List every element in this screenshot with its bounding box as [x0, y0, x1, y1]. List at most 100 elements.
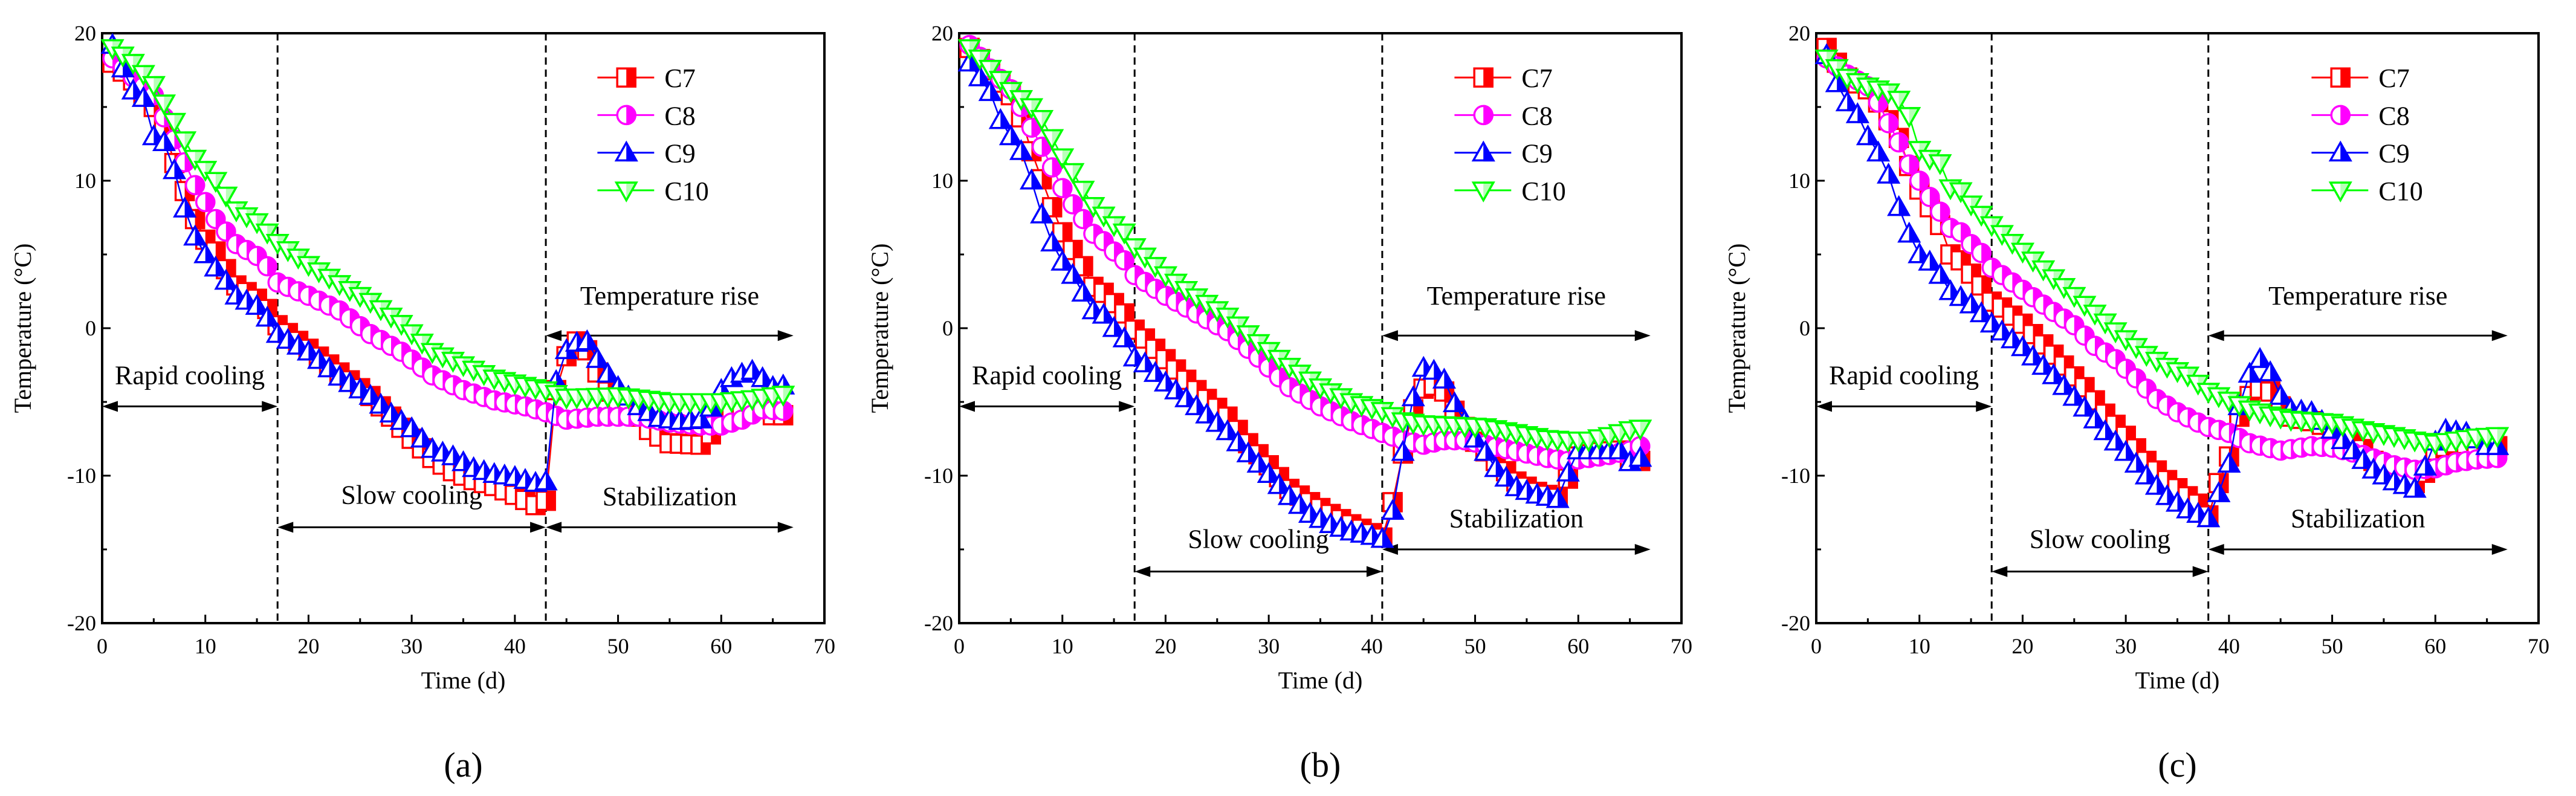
data-point-C9 [1868, 143, 1888, 160]
data-point-C8 [258, 257, 276, 276]
arrowhead-left [1382, 544, 1398, 555]
x-tick-label: 0 [954, 634, 965, 658]
label-rapid-cooling: Rapid cooling [1829, 361, 1979, 390]
x-tick-label: 20 [1154, 634, 1176, 658]
arrow-stabilization [1382, 544, 1651, 555]
x-tick-label: 60 [1567, 634, 1589, 658]
y-tick-label: -20 [67, 611, 96, 635]
series-C9 [960, 53, 1651, 546]
arrowhead-right [777, 522, 794, 533]
y-axis-label: Temperature (°C) [866, 244, 893, 413]
arrowhead-left [1134, 566, 1151, 577]
chart-panel-c: 0 10 20 30 40 50 60 70 20 10 0 -10 -20 Time (d) Temper… [1723, 21, 2549, 785]
data-point-C9 [1889, 197, 1909, 215]
x-tick-label: 50 [1464, 634, 1486, 658]
legend-item-C8: C8 [1454, 101, 1553, 131]
legend-item-C10: C10 [597, 176, 709, 206]
x-tick-label: 10 [195, 634, 216, 658]
legend-marker [2331, 68, 2349, 86]
x-tick-label: 30 [1258, 634, 1280, 658]
y-tick-label: -20 [924, 611, 953, 635]
series-C9 [1817, 45, 2508, 526]
y-tick-label: 0 [942, 316, 953, 340]
arrowhead-left [1992, 566, 2008, 577]
y-tick-label: 20 [931, 21, 953, 45]
legend-item-C8: C8 [2311, 101, 2410, 131]
x-tick-label: 20 [297, 634, 319, 658]
x-tick-label: 40 [1361, 634, 1383, 658]
legend-item-C7: C7 [1454, 63, 1553, 93]
x-tick-label: 10 [1052, 634, 1073, 658]
y-tick-label: -10 [67, 464, 96, 488]
panel-caption: (c) [2158, 745, 2196, 785]
legend-label: C10 [1521, 176, 1565, 206]
data-point-C8 [196, 193, 215, 211]
data-point-C9 [1858, 126, 1878, 144]
x-tick-label: 30 [2115, 634, 2137, 658]
label-stabilization: Stabilization [1449, 503, 1584, 533]
arrowhead-right [1119, 401, 1135, 412]
x-tick-label: 40 [2218, 634, 2240, 658]
legend-marker [617, 68, 635, 86]
arrowhead-right [2491, 544, 2508, 555]
label-rapid-cooling: Rapid cooling [972, 361, 1122, 390]
panel-caption: (b) [1300, 745, 1341, 785]
y-tick-label: -10 [924, 464, 953, 488]
arrowhead-right [1366, 566, 1382, 577]
data-point-C8 [1890, 134, 1908, 152]
y-tick-label: 0 [85, 316, 96, 340]
x-tick-label: 60 [710, 634, 732, 658]
x-tick-label: 0 [97, 634, 108, 658]
x-tick-label: 60 [2424, 634, 2446, 658]
arrow-stabilization [546, 522, 794, 533]
legend-marker [1474, 183, 1493, 200]
data-point-C9 [1899, 224, 1919, 241]
legend-label: C10 [664, 176, 708, 206]
label-stabilization: Stabilization [603, 482, 737, 511]
x-tick-label: 50 [2322, 634, 2343, 658]
arrowhead-left [546, 522, 562, 533]
data-point-C9 [991, 110, 1011, 128]
legend-label: C8 [1521, 101, 1552, 131]
series-C8 [960, 36, 1649, 470]
legend: C7 C8 C9 C10 [2311, 63, 2423, 206]
arrow-slow-cooling [1134, 566, 1382, 577]
arrowhead-right [530, 522, 546, 533]
x-tick-label: 20 [2011, 634, 2033, 658]
arrowhead-left [1382, 330, 1398, 341]
x-axis-label: Time (d) [1278, 667, 1363, 694]
panel-caption: (a) [444, 745, 482, 785]
legend-item-C9: C9 [1454, 139, 1553, 169]
legend-marker [2331, 106, 2349, 124]
legend-marker [616, 183, 636, 200]
legend-label: C9 [2378, 139, 2409, 169]
data-point-C7 [537, 491, 555, 510]
x-axis-label: Time (d) [421, 667, 506, 694]
legend-item-C8: C8 [597, 101, 696, 131]
data-point-C8 [1900, 155, 1918, 173]
legend-item-C10: C10 [1454, 176, 1566, 206]
legend-label: C10 [2378, 176, 2422, 206]
legend: C7 C8 C9 C10 [597, 63, 709, 206]
series-C10 [1817, 51, 2508, 453]
data-point-C9 [1837, 92, 1857, 110]
legend-marker [616, 143, 636, 160]
legend-label: C7 [664, 63, 695, 93]
y-tick-label: 20 [74, 21, 96, 45]
data-point-C10 [1899, 108, 1919, 126]
arrow-temperature-rise [546, 330, 794, 341]
arrowhead-right [1976, 401, 1992, 412]
plot-frame [101, 32, 826, 624]
series-C10 [960, 40, 1651, 450]
legend-marker [1474, 106, 1492, 124]
arrow-slow-cooling [277, 522, 546, 533]
label-slow-cooling: Slow cooling [2030, 525, 2170, 554]
label-rapid-cooling: Rapid cooling [115, 361, 265, 390]
arrowhead-right [2491, 330, 2508, 341]
label-temperature-rise: Temperature rise [580, 281, 759, 311]
label-temperature-rise: Temperature rise [2268, 281, 2447, 311]
legend-item-C10: C10 [2311, 176, 2423, 206]
arrowhead-left [2208, 544, 2224, 555]
legend-marker [1474, 143, 1493, 160]
